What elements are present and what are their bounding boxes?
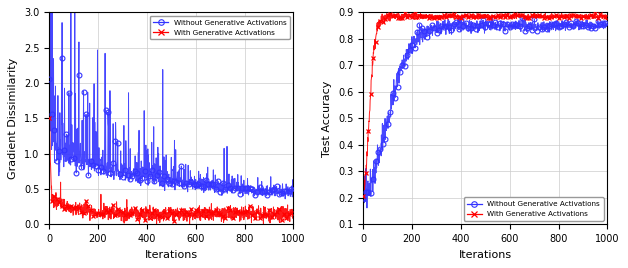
- X-axis label: Iterations: Iterations: [144, 250, 198, 260]
- Y-axis label: Test Accuracy: Test Accuracy: [322, 80, 332, 157]
- Legend: Without Generative Activations, With Generative Activations: Without Generative Activations, With Gen…: [463, 198, 604, 221]
- X-axis label: Iterations: Iterations: [458, 250, 512, 260]
- Y-axis label: Gradient Dissimilarity: Gradient Dissimilarity: [8, 58, 18, 179]
- Legend: Without Generative Activations, With Generative Activations: Without Generative Activations, With Gen…: [149, 16, 290, 39]
